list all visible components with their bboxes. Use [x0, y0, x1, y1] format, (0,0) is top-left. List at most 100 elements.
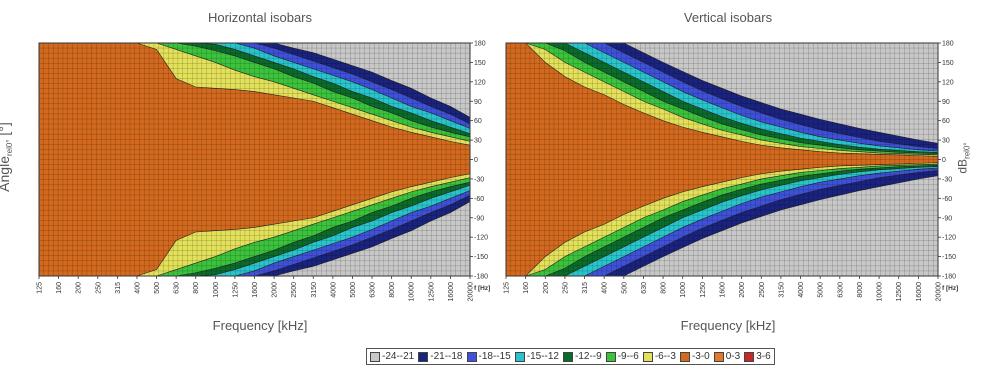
v-x-tick-label: 3150	[778, 282, 785, 298]
legend-item: -12--9	[563, 351, 602, 362]
legend-label: 0-3	[725, 351, 741, 362]
h-y-tick-label: 60	[474, 118, 482, 125]
legend-item: -3-0	[679, 351, 710, 362]
v-x-tick-label: 125	[504, 282, 511, 294]
h-x-tick-label: 1000	[213, 282, 220, 298]
v-y-tick-label: -60	[942, 196, 952, 203]
h-x-tick-label: 6300	[370, 282, 377, 298]
v-x-unit-label: f [Hz]	[942, 285, 958, 292]
right-x-axis-label: Frequency [kHz]	[680, 318, 776, 333]
v-y-tick-label: 30	[942, 138, 950, 145]
legend-label: 3-6	[756, 351, 771, 362]
v-y-tick-label: -30	[942, 176, 952, 183]
h-y-tick-label: -60	[474, 196, 484, 203]
h-x-tick-label: 500	[154, 282, 161, 294]
legend-item: 3-6	[744, 351, 771, 362]
legend-swatch	[605, 351, 616, 362]
h-x-tick-label: 10000	[409, 282, 416, 302]
v-contour-minus21-upper	[612, 42, 939, 144]
v-y-tick-label: 120	[942, 79, 954, 86]
h-y-tick-label: -150	[474, 254, 488, 261]
legend-item: -9--6	[605, 351, 639, 362]
legend-swatch	[679, 351, 690, 362]
v-y-tick-label: -120	[942, 235, 956, 242]
v-y-tick-label: -90	[942, 215, 952, 222]
v-y-tick-label: 150	[942, 60, 954, 67]
h-x-tick-label: 2000	[272, 282, 279, 298]
h-x-tick-label: 160	[56, 282, 63, 294]
right-chart-title: Vertical isobars	[683, 10, 773, 25]
legend-swatch	[642, 351, 653, 362]
h-x-tick-label: 400	[134, 282, 141, 294]
v-x-tick-label: 160	[523, 282, 530, 294]
h-x-tick-label: 8000	[389, 282, 396, 298]
v-y-tick-label: 180	[942, 41, 954, 48]
v-x-tick-label: 500	[621, 282, 628, 294]
h-x-tick-label: 5000	[350, 282, 357, 298]
v-x-tick-label: 315	[582, 282, 589, 294]
h-x-tick-label: 2500	[291, 282, 298, 298]
color-legend: -24--21 -21--18 -18--15 -15--12 -12--9 -9--6 -…	[366, 348, 775, 365]
h-x-tick-label: 1600	[252, 282, 259, 298]
v-x-tick-label: 12500	[896, 282, 903, 302]
legend-swatch	[713, 351, 724, 362]
v-x-tick-label: 1250	[700, 282, 707, 298]
legend-label: -6--3	[654, 351, 676, 362]
h-isobar-plot: 180 150 120 90 60 30 0 -30 -60 -90 -120 -150 -180 125…	[37, 41, 491, 302]
v-y-tick-label: -150	[942, 254, 956, 261]
v-x-tick-label: 4000	[798, 282, 805, 298]
v-x-tick-label: 2000	[739, 282, 746, 298]
h-y-tick-label: -30	[474, 176, 484, 183]
h-y-tick-label: 30	[474, 138, 482, 145]
h-x-tick-label: 3150	[311, 282, 318, 298]
legend-swatch	[514, 351, 525, 362]
v-x-tick-label: 1600	[720, 282, 727, 298]
v-y-tick-label: 90	[942, 99, 950, 106]
v-y-tick-label: -180	[942, 274, 956, 281]
h-contour-minus21-upper	[262, 42, 471, 118]
h-x-tick-label: 630	[174, 282, 181, 294]
h-x-tick-label: 12500	[428, 282, 435, 302]
legend-label: -24--21	[382, 351, 415, 362]
h-contour-minus21-lower	[262, 201, 471, 277]
legend-item: -24--21	[370, 351, 414, 362]
v-x-tick-label: 8000	[857, 282, 864, 298]
v-x-tick-label: 630	[641, 282, 648, 294]
legend-label: -12--9	[575, 351, 602, 362]
v-grid	[506, 43, 938, 276]
h-grid	[39, 43, 470, 276]
h-y-tick-label: -120	[474, 235, 488, 242]
h-x-tick-label: 125	[37, 282, 44, 294]
legend-swatch	[418, 351, 429, 362]
v-x-tick-label: 6300	[837, 282, 844, 298]
v-x-tick-label: 800	[661, 282, 668, 294]
h-x-tick-label: 4000	[330, 282, 337, 298]
legend-item: 0-3	[713, 351, 741, 362]
v-contour-minus21-lower	[612, 175, 939, 277]
h-y-tick-label: 150	[474, 60, 486, 67]
v-y-tick-label: 60	[942, 118, 950, 125]
h-y-tick-label: -90	[474, 215, 484, 222]
legend-label: -15--12	[526, 351, 559, 362]
legend-swatch	[370, 351, 380, 362]
legend-item: -6--3	[642, 351, 676, 362]
h-x-tick-label: 200	[76, 282, 83, 294]
h-x-tick-label: 250	[95, 282, 102, 294]
v-x-tick-label: 200	[543, 282, 550, 294]
legend-swatch	[466, 351, 477, 362]
h-y-tick-label: -180	[474, 274, 488, 281]
v-y-tick-label: 0	[942, 157, 946, 164]
v-x-tick-label: 5000	[818, 282, 825, 298]
h-x-tick-label: 1250	[232, 282, 239, 298]
legend-swatch	[744, 351, 755, 362]
legend-label: -18--15	[478, 351, 511, 362]
v-x-tick-label: 20000	[936, 282, 943, 302]
legend-label: -3-0	[691, 351, 710, 362]
legend-swatch	[563, 351, 573, 362]
v-x-tick-label: 16000	[916, 282, 923, 302]
h-y-tick-label: 90	[474, 99, 482, 106]
v-x-tick-label: 400	[602, 282, 609, 294]
v-x-tick-label: 250	[562, 282, 569, 294]
v-x-tick-label: 10000	[877, 282, 884, 302]
